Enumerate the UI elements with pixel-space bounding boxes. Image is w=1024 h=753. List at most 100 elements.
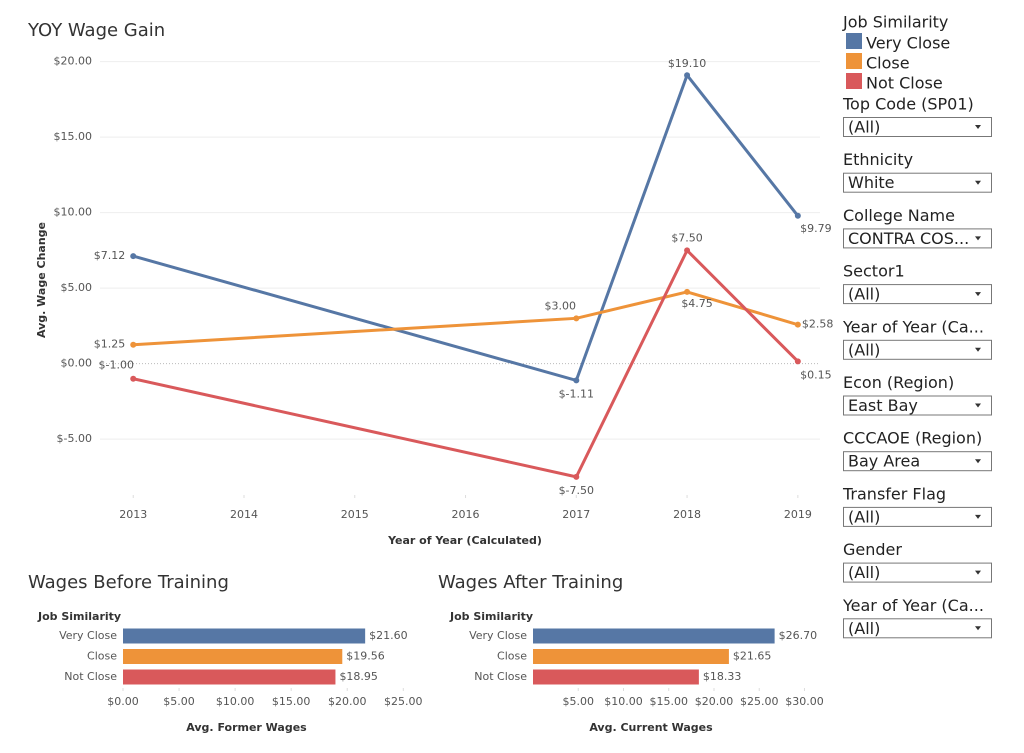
y-tick-label: Close bbox=[87, 650, 117, 663]
x-axis-label: Avg. Current Wages bbox=[589, 721, 713, 734]
data-label: $21.60 bbox=[369, 629, 408, 642]
filter-value: (All) bbox=[848, 563, 880, 582]
data-label: $18.95 bbox=[339, 670, 378, 683]
dropdown-arrow bbox=[975, 514, 981, 519]
filter-label: Sector1 bbox=[843, 262, 905, 281]
legend-label: Very Close bbox=[866, 34, 950, 53]
x-tick-label: $20.00 bbox=[328, 695, 367, 708]
data-label: $1.25 bbox=[94, 338, 126, 351]
data-label: $9.79 bbox=[800, 222, 832, 235]
dropdown-arrow bbox=[975, 403, 981, 408]
bar bbox=[123, 669, 336, 685]
filter-dropdown[interactable] bbox=[843, 562, 992, 583]
y-tick-label: Close bbox=[497, 650, 527, 663]
data-point bbox=[794, 212, 801, 219]
filter-value: (All) bbox=[848, 340, 880, 359]
y-tick-label: $10.00 bbox=[54, 206, 93, 219]
y-tick-label: $15.00 bbox=[54, 130, 93, 143]
x-tick-label: $10.00 bbox=[604, 695, 643, 708]
chart-title: Wages Before Training bbox=[28, 572, 229, 593]
x-tick-label: 2019 bbox=[784, 508, 812, 521]
x-tick-label: $20.00 bbox=[695, 695, 734, 708]
legend-title: Job Similarity bbox=[842, 13, 948, 32]
filter-value: (All) bbox=[848, 285, 880, 304]
filter-dropdown[interactable] bbox=[843, 339, 992, 360]
filter-label: Ethnicity bbox=[843, 150, 913, 169]
data-point bbox=[794, 358, 801, 365]
x-tick-label: $10.00 bbox=[216, 695, 255, 708]
x-tick-label: $0.00 bbox=[107, 695, 139, 708]
x-tick-label: $25.00 bbox=[384, 695, 423, 708]
bar bbox=[533, 649, 729, 664]
bar bbox=[533, 669, 699, 685]
category-header: Job Similarity bbox=[449, 610, 533, 623]
data-point bbox=[573, 315, 580, 322]
data-point bbox=[130, 375, 137, 382]
data-label: $3.00 bbox=[545, 299, 577, 312]
data-label: $19.56 bbox=[346, 650, 385, 663]
category-header: Job Similarity bbox=[37, 610, 121, 623]
series-line bbox=[133, 290, 799, 347]
data-label: $19.10 bbox=[668, 57, 707, 70]
dropdown-arrow bbox=[975, 180, 981, 185]
data-label: $21.65 bbox=[733, 650, 772, 663]
filter-label: Transfer Flag bbox=[842, 484, 946, 503]
x-axis-label: Year of Year (Calculated) bbox=[387, 534, 542, 547]
filter-label: Year of Year (Ca... bbox=[842, 596, 984, 615]
x-tick-label: 2015 bbox=[341, 508, 369, 521]
data-label: $4.75 bbox=[681, 297, 713, 310]
filter-label: CCCAOE (Region) bbox=[843, 429, 982, 448]
filter-label: Year of Year (Ca... bbox=[842, 317, 984, 336]
y-tick-label: Not Close bbox=[64, 670, 117, 683]
data-label: $7.12 bbox=[94, 249, 126, 262]
legend-swatch bbox=[846, 73, 862, 89]
x-tick-label: 2013 bbox=[119, 508, 147, 521]
filter-dropdown[interactable] bbox=[843, 618, 992, 639]
dropdown-arrow bbox=[975, 570, 981, 575]
data-label: $0.15 bbox=[800, 368, 832, 381]
data-label: $-1.00 bbox=[98, 359, 133, 372]
series-line bbox=[132, 247, 799, 479]
dropdown-arrow bbox=[975, 236, 981, 241]
bar bbox=[123, 649, 343, 664]
chart-title: Wages After Training bbox=[438, 572, 623, 593]
filter-value: (All) bbox=[848, 619, 880, 638]
bar bbox=[533, 628, 775, 644]
filter-dropdown[interactable] bbox=[843, 117, 992, 137]
chart-title: YOY Wage Gain bbox=[27, 20, 165, 41]
y-tick-label: $-5.00 bbox=[57, 432, 92, 445]
y-tick-label: $0.00 bbox=[61, 357, 93, 370]
filter-value: Bay Area bbox=[848, 452, 920, 471]
x-tick-label: $5.00 bbox=[562, 695, 594, 708]
y-tick-label: $20.00 bbox=[54, 55, 93, 68]
y-tick-label: Not Close bbox=[474, 670, 527, 683]
x-axis-label: Avg. Former Wages bbox=[186, 721, 307, 734]
bar bbox=[123, 628, 366, 644]
data-label: $2.58 bbox=[802, 318, 834, 331]
filter-value: CONTRA COS... bbox=[848, 229, 969, 248]
x-tick-label: $30.00 bbox=[785, 695, 824, 708]
data-point bbox=[684, 72, 691, 79]
filter-dropdown[interactable] bbox=[843, 395, 992, 416]
filter-label: Top Code (SP01) bbox=[842, 95, 974, 114]
x-tick-label: $15.00 bbox=[272, 695, 311, 708]
y-tick-label: $5.00 bbox=[61, 281, 93, 294]
data-point bbox=[794, 321, 801, 328]
filter-dropdown[interactable] bbox=[843, 451, 992, 472]
filter-dropdown[interactable] bbox=[843, 172, 992, 193]
x-tick-label: $25.00 bbox=[740, 695, 779, 708]
x-tick-label: 2017 bbox=[562, 508, 590, 521]
filter-value: (All) bbox=[848, 507, 880, 526]
filter-dropdown[interactable] bbox=[843, 228, 992, 249]
filter-value: (All) bbox=[848, 118, 880, 137]
x-tick-label: 2018 bbox=[673, 508, 701, 521]
filter-label: Econ (Region) bbox=[843, 373, 954, 392]
filter-dropdown[interactable] bbox=[843, 506, 992, 527]
x-tick-label: 2014 bbox=[230, 508, 258, 521]
dropdown-arrow bbox=[975, 626, 981, 631]
filter-dropdown[interactable] bbox=[843, 284, 992, 305]
filter-value: White bbox=[848, 173, 895, 192]
data-label: $26.70 bbox=[779, 629, 818, 642]
data-label: $18.33 bbox=[703, 670, 742, 683]
